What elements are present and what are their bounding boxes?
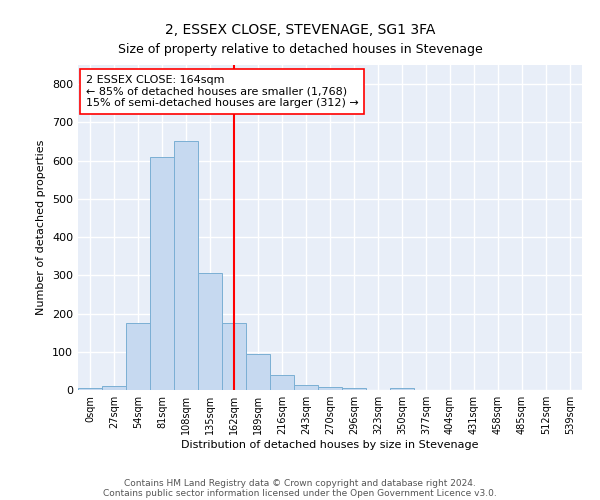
Bar	[222, 323, 246, 390]
Bar	[174, 142, 198, 390]
Bar	[150, 157, 174, 390]
Bar	[126, 323, 150, 390]
Y-axis label: Number of detached properties: Number of detached properties	[37, 140, 46, 315]
Text: Size of property relative to detached houses in Stevenage: Size of property relative to detached ho…	[118, 42, 482, 56]
X-axis label: Distribution of detached houses by size in Stevenage: Distribution of detached houses by size …	[181, 440, 479, 450]
Text: 2 ESSEX CLOSE: 164sqm
← 85% of detached houses are smaller (1,768)
15% of semi-d: 2 ESSEX CLOSE: 164sqm ← 85% of detached …	[86, 74, 358, 108]
Bar	[246, 354, 270, 390]
Bar	[78, 388, 102, 390]
Bar	[318, 388, 342, 390]
Bar	[342, 388, 366, 390]
Bar	[198, 274, 222, 390]
Bar	[294, 386, 318, 390]
Text: Contains HM Land Registry data © Crown copyright and database right 2024.: Contains HM Land Registry data © Crown c…	[124, 478, 476, 488]
Text: 2, ESSEX CLOSE, STEVENAGE, SG1 3FA: 2, ESSEX CLOSE, STEVENAGE, SG1 3FA	[165, 22, 435, 36]
Bar	[270, 374, 294, 390]
Bar	[390, 388, 414, 390]
Text: Contains public sector information licensed under the Open Government Licence v3: Contains public sector information licen…	[103, 488, 497, 498]
Bar	[102, 386, 126, 390]
